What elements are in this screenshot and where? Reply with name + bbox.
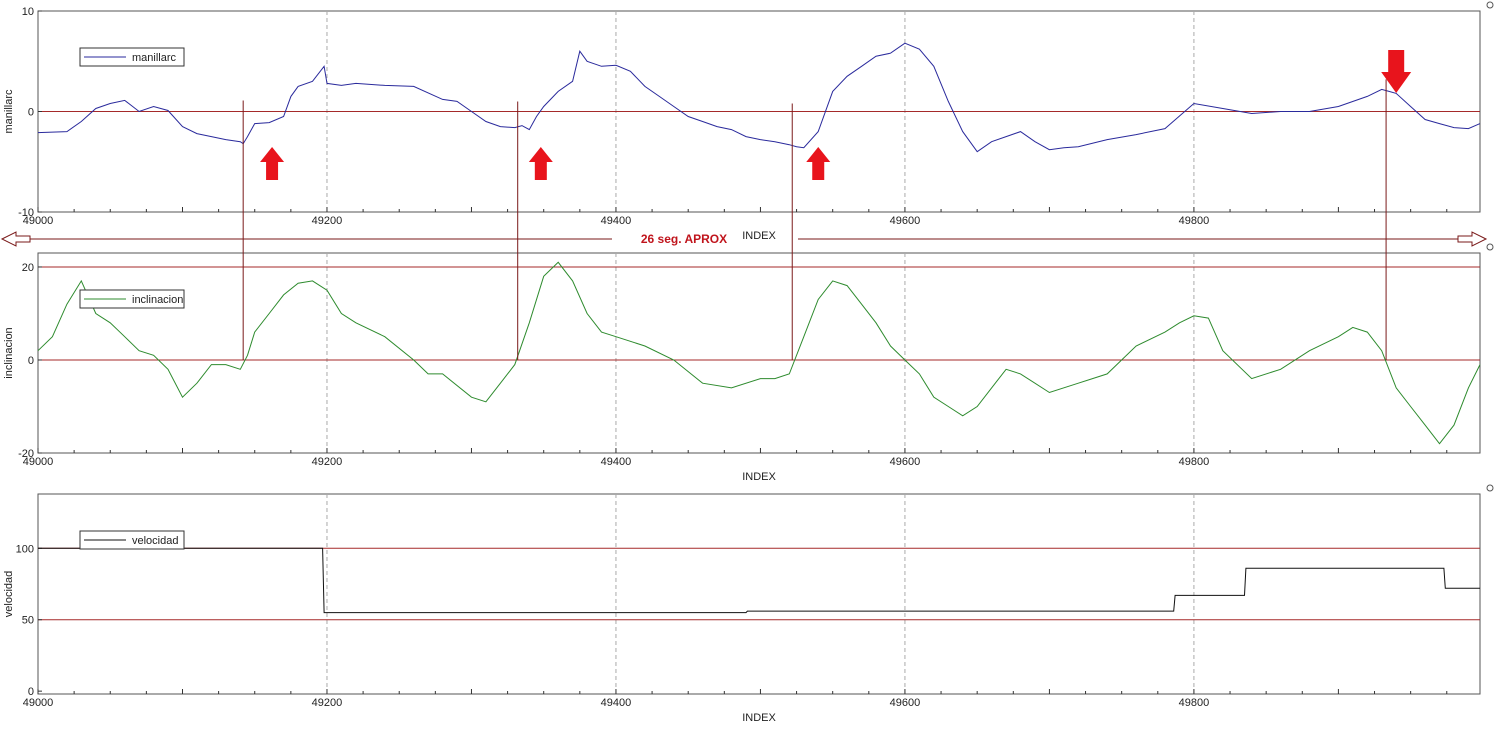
legend-label: manillarc (132, 52, 177, 64)
x-tick-label: 49000 (23, 456, 54, 468)
legend-label: velocidad (132, 535, 178, 547)
x-tick-label: 49600 (890, 456, 921, 468)
series-line-manillar (37, 42, 1481, 153)
x-axis-title: INDEX (742, 230, 776, 242)
x-tick-label: 49800 (1179, 456, 1210, 468)
y-tick-label: 100 (16, 543, 34, 555)
panel-handle-icon (1486, 484, 1494, 492)
y-axis-title: manillarc (3, 89, 15, 134)
y-tick-label: 10 (22, 6, 34, 18)
legend-box (79, 289, 185, 309)
x-tick-label: 49600 (890, 697, 921, 709)
x-tick-label: 49800 (1179, 697, 1210, 709)
legend-label: inclinacion (132, 294, 183, 306)
x-tick-label: 49800 (1179, 215, 1210, 227)
span-arrow-right-icon (1457, 231, 1488, 247)
legend-box (79, 47, 185, 67)
up-arrow-icon (528, 147, 553, 180)
x-tick-label: 49200 (312, 215, 343, 227)
y-tick-label: 50 (22, 615, 34, 627)
x-axis-title: INDEX (742, 471, 776, 483)
panel-inclinacion: -20 0 20 49000 49200 49400 49600 49800 INDEX incl… (3, 243, 1494, 483)
x-tick-label: 49600 (890, 215, 921, 227)
up-arrow-icon (806, 147, 831, 180)
y-tick-label: 0 (28, 686, 34, 698)
panel-velocidad: 0 50 100 49000 49200 49400 49600 49800 INDEX velo… (3, 484, 1494, 724)
x-axis-title: INDEX (742, 712, 776, 724)
span-arrow-left-icon (0, 231, 31, 247)
series-line-velocidad (38, 547, 1480, 614)
x-tick-label: 49200 (312, 697, 343, 709)
plot-frame (37, 252, 1481, 454)
up-arrow-icon (260, 147, 285, 180)
x-tick-label: 49400 (601, 697, 632, 709)
x-tick-label: 49000 (23, 697, 54, 709)
x-tick-label: 49200 (312, 456, 343, 468)
series-line-inclinacion (37, 261, 1481, 445)
panel-manillar: -10 0 10 49000 49200 49400 49600 49800 INDEX mani… (3, 1, 1494, 242)
panel-handle-icon (1486, 243, 1494, 251)
y-axis-title: velocidad (3, 571, 15, 617)
y-tick-label: 0 (28, 107, 34, 119)
down-arrow-icon (1381, 50, 1412, 93)
x-tick-label: 49400 (601, 215, 632, 227)
span-annotation-label: 26 seg. APROX (641, 232, 727, 246)
y-tick-label: 20 (22, 262, 34, 274)
plot-frame (37, 493, 1481, 695)
x-tick-label: 49400 (601, 456, 632, 468)
y-axis-title: inclinacion (3, 327, 15, 378)
y-tick-label: -10 (18, 207, 34, 219)
y-tick-label: -20 (18, 448, 34, 460)
legend-box (79, 530, 185, 550)
x-tick-label: 49000 (23, 215, 54, 227)
panel-handle-icon (1486, 1, 1494, 9)
y-tick-label: 0 (28, 355, 34, 367)
